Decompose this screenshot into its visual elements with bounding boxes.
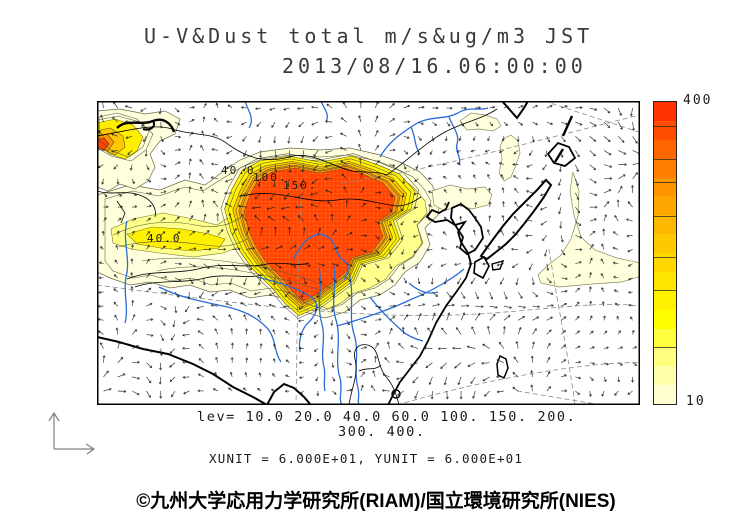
map-frame (97, 101, 640, 405)
svg-text:100.: 100. (253, 171, 288, 184)
svg-text:40.0: 40.0 (147, 232, 182, 245)
graticule (97, 101, 640, 405)
colorbar-max-label: 400 (683, 93, 713, 108)
axis-indicator (48, 411, 96, 455)
units-line: XUNIT = 6.000E+01, YUNIT = 6.000E+01 (209, 451, 524, 466)
svg-text:150.: 150. (283, 179, 318, 192)
contour-levels-line2: 300. 400. (338, 424, 426, 440)
dust-fills (97, 108, 640, 319)
wind-vectors (97, 101, 640, 400)
colorbar (653, 101, 677, 405)
colorbar-min-label: 10 (686, 394, 706, 409)
contour-levels-line1: lev= 10.0 20.0 40.0 60.0 100. 150. 200. (197, 409, 577, 425)
contour-lines (97, 112, 432, 319)
rivers (124, 101, 489, 405)
coastlines (97, 101, 577, 405)
copyright-text: ©九州大学応用力学研究所(RIAM)/国立環境研究所(NIES) (136, 491, 616, 512)
map-panel: 40.0 100. 150. 40.0 (97, 101, 640, 405)
svg-text:40.0: 40.0 (221, 164, 256, 177)
chart-title-line1: U-V&Dust total m/s&ug/m3 JST (144, 24, 594, 48)
chart-title-line2: 2013/08/16.06:00:00 (282, 54, 587, 78)
